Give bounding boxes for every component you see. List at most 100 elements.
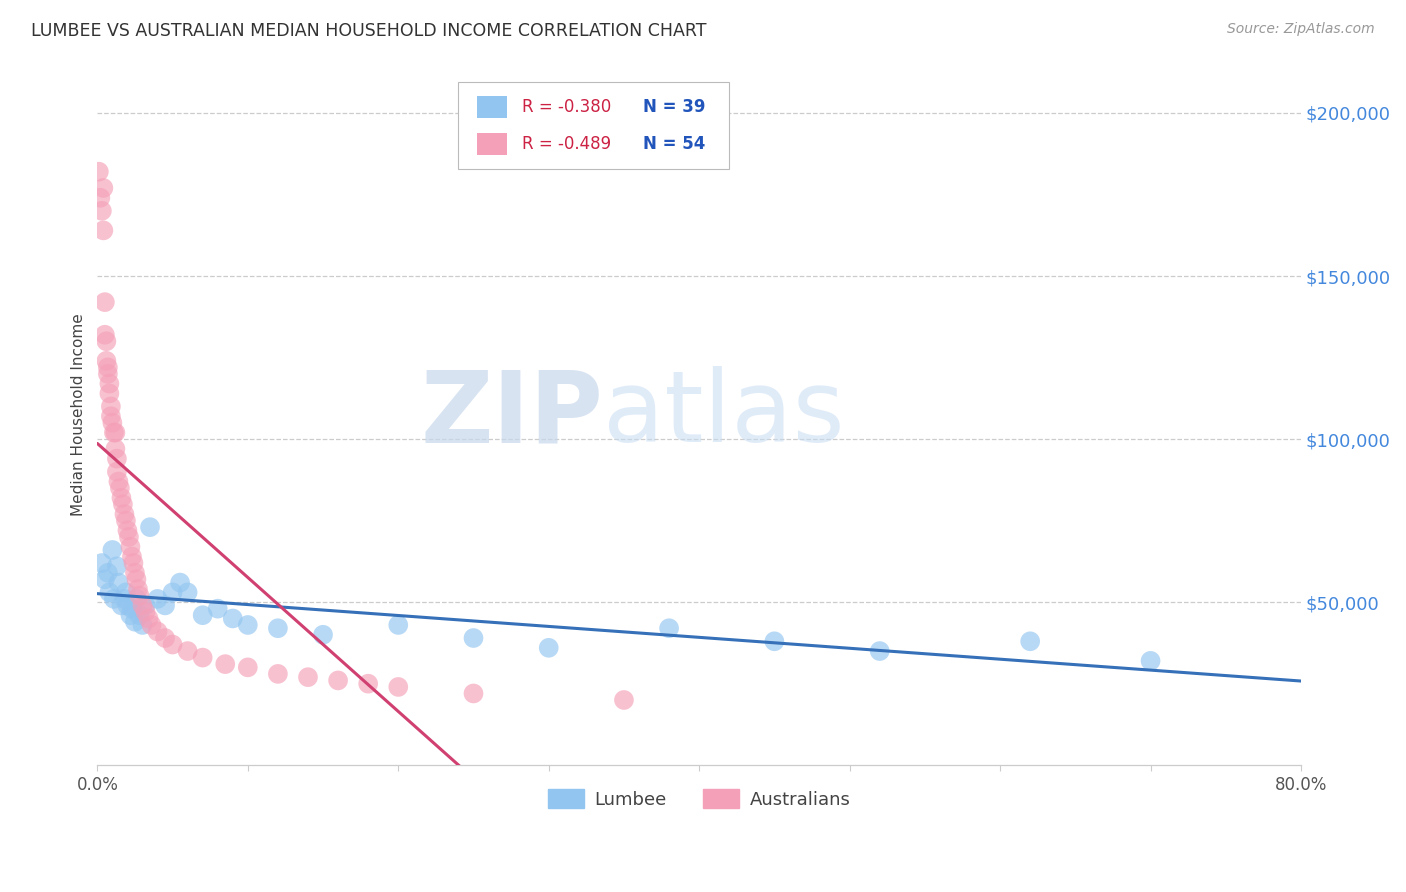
Point bbox=[90, 556, 112, 570]
Point bbox=[222, 611, 245, 625]
Point bbox=[236, 660, 259, 674]
Point bbox=[207, 601, 229, 615]
Point bbox=[105, 451, 128, 466]
Point bbox=[124, 566, 146, 580]
Legend: Lumbee, Australians: Lumbee, Australians bbox=[540, 782, 858, 816]
Point bbox=[131, 618, 153, 632]
Point bbox=[127, 582, 149, 596]
Text: N = 39: N = 39 bbox=[643, 98, 706, 116]
Text: N = 54: N = 54 bbox=[643, 135, 704, 153]
Point bbox=[191, 608, 214, 623]
Point bbox=[107, 575, 129, 590]
Point bbox=[169, 575, 191, 590]
Point bbox=[312, 628, 335, 642]
Point bbox=[125, 572, 148, 586]
FancyBboxPatch shape bbox=[458, 81, 730, 169]
Point bbox=[763, 634, 786, 648]
Point bbox=[125, 591, 148, 606]
Point bbox=[98, 386, 121, 401]
Point bbox=[387, 618, 409, 632]
Point bbox=[115, 514, 138, 528]
Point bbox=[89, 191, 111, 205]
Point bbox=[104, 425, 127, 440]
Point bbox=[1019, 634, 1042, 648]
Point bbox=[100, 400, 122, 414]
Point bbox=[326, 673, 349, 688]
Point bbox=[176, 585, 198, 599]
Point bbox=[236, 618, 259, 632]
Point bbox=[96, 354, 118, 368]
Text: LUMBEE VS AUSTRALIAN MEDIAN HOUSEHOLD INCOME CORRELATION CHART: LUMBEE VS AUSTRALIAN MEDIAN HOUSEHOLD IN… bbox=[31, 22, 706, 40]
Point bbox=[87, 164, 110, 178]
Point bbox=[115, 585, 138, 599]
FancyBboxPatch shape bbox=[477, 133, 506, 155]
Point bbox=[100, 409, 122, 424]
Point bbox=[93, 223, 115, 237]
Text: Source: ZipAtlas.com: Source: ZipAtlas.com bbox=[1227, 22, 1375, 37]
Point bbox=[101, 416, 124, 430]
Point bbox=[114, 591, 136, 606]
Point bbox=[537, 640, 560, 655]
Point bbox=[107, 475, 129, 489]
Point bbox=[114, 507, 136, 521]
Point bbox=[98, 376, 121, 391]
Point bbox=[267, 621, 290, 635]
Point bbox=[357, 676, 380, 690]
Point bbox=[120, 608, 142, 623]
Point bbox=[153, 631, 176, 645]
Point bbox=[267, 666, 290, 681]
Point bbox=[98, 585, 121, 599]
FancyBboxPatch shape bbox=[477, 95, 506, 118]
Point bbox=[120, 540, 142, 554]
Point bbox=[110, 491, 132, 505]
Point bbox=[128, 589, 150, 603]
Point bbox=[153, 599, 176, 613]
Point bbox=[96, 334, 118, 349]
Point bbox=[297, 670, 319, 684]
Point bbox=[869, 644, 891, 658]
Point bbox=[131, 599, 153, 613]
Text: R = -0.380: R = -0.380 bbox=[522, 98, 612, 116]
Point bbox=[162, 638, 184, 652]
Point bbox=[139, 520, 162, 534]
Point bbox=[105, 559, 128, 574]
Point bbox=[97, 367, 120, 381]
Point bbox=[141, 618, 163, 632]
Text: R = -0.489: R = -0.489 bbox=[522, 135, 612, 153]
Point bbox=[104, 442, 127, 456]
Point bbox=[1139, 654, 1161, 668]
Point bbox=[658, 621, 681, 635]
Text: atlas: atlas bbox=[603, 366, 845, 463]
Point bbox=[463, 686, 485, 700]
Point bbox=[122, 556, 145, 570]
Point bbox=[111, 497, 134, 511]
Point bbox=[121, 601, 143, 615]
Point bbox=[117, 599, 139, 613]
Point bbox=[124, 615, 146, 629]
Text: ZIP: ZIP bbox=[420, 366, 603, 463]
Point bbox=[138, 611, 160, 625]
Point bbox=[146, 624, 169, 639]
Y-axis label: Median Household Income: Median Household Income bbox=[72, 313, 86, 516]
Point bbox=[162, 585, 184, 599]
Point bbox=[97, 566, 120, 580]
Point bbox=[108, 481, 131, 495]
Point bbox=[176, 644, 198, 658]
Point bbox=[94, 327, 117, 342]
Point bbox=[134, 605, 156, 619]
Point bbox=[118, 530, 141, 544]
Point bbox=[117, 524, 139, 538]
Point bbox=[613, 693, 636, 707]
Point bbox=[146, 591, 169, 606]
Point bbox=[128, 608, 150, 623]
Point bbox=[191, 650, 214, 665]
Point bbox=[94, 295, 117, 310]
Point bbox=[103, 425, 125, 440]
Point bbox=[97, 360, 120, 375]
Point bbox=[110, 599, 132, 613]
Point bbox=[105, 465, 128, 479]
Point bbox=[101, 543, 124, 558]
Point bbox=[121, 549, 143, 564]
Point bbox=[387, 680, 409, 694]
Point bbox=[134, 599, 156, 613]
